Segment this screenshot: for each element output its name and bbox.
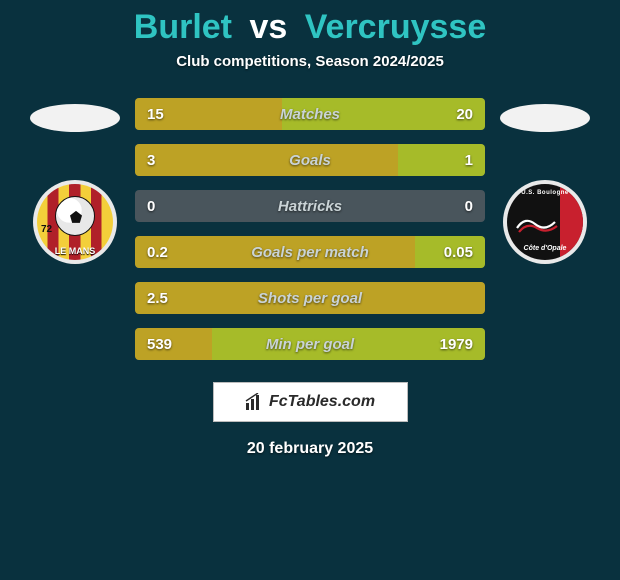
player2-name: Vercruysse	[305, 8, 487, 46]
stat-row: 2.5 Shots per goal	[135, 282, 485, 314]
stat-row: 3 Goals 1	[135, 144, 485, 176]
stat-text: 539 Min per goal 1979	[135, 328, 485, 360]
page-title: Burlet vs Vercruysse	[134, 8, 486, 47]
stat-right-value: 0.05	[444, 244, 473, 261]
stat-left-value: 2.5	[147, 290, 168, 307]
club-badge-right: U.S. Boulogne Côte d'Opale	[503, 180, 587, 264]
stat-row: 539 Min per goal 1979	[135, 328, 485, 360]
lemans-number: 72	[41, 224, 52, 235]
main-row: 72 LE MANS 15Matches203Goals10Hattricks0…	[0, 98, 620, 360]
stat-right-value: 20	[456, 106, 473, 123]
lemans-label: LE MANS	[37, 246, 113, 256]
stat-left-value: 539	[147, 336, 172, 353]
wave-icon	[515, 214, 559, 234]
stat-right-value: 1979	[440, 336, 473, 353]
stat-text: 15 Matches 20	[135, 98, 485, 130]
stat-left-value: 3	[147, 152, 155, 169]
vs-text: vs	[249, 8, 287, 46]
stat-label: Matches	[280, 106, 340, 123]
stat-label: Shots per goal	[258, 290, 362, 307]
stat-label: Goals per match	[251, 244, 369, 261]
player2-silhouette	[500, 104, 590, 132]
fctables-watermark: FcTables.com	[213, 382, 408, 422]
date-text: 20 february 2025	[247, 440, 373, 458]
club-badge-left: 72 LE MANS	[33, 180, 117, 264]
stat-left-value: 0	[147, 198, 155, 215]
stat-text: 0.2 Goals per match 0.05	[135, 236, 485, 268]
left-side: 72 LE MANS	[15, 98, 135, 360]
fctables-text: FcTables.com	[269, 393, 375, 411]
comparison-card: Burlet vs Vercruysse Club competitions, …	[0, 0, 620, 580]
stat-text: 2.5 Shots per goal	[135, 282, 485, 314]
stat-label: Hattricks	[278, 198, 342, 215]
lemans-badge: 72 LE MANS	[37, 184, 113, 260]
stat-right-value: 1	[465, 152, 473, 169]
player1-name: Burlet	[134, 8, 232, 46]
stat-row: 15 Matches 20	[135, 98, 485, 130]
stat-right-value: 0	[465, 198, 473, 215]
stat-text: 0 Hattricks 0	[135, 190, 485, 222]
boulogne-badge: U.S. Boulogne Côte d'Opale	[507, 184, 583, 260]
chart-icon	[245, 393, 263, 411]
boulogne-top-text: U.S. Boulogne	[507, 190, 583, 196]
stat-label: Goals	[289, 152, 331, 169]
stats-column: 15 Matches 20 3 Goals 1 0 Hattricks 0 0.2 Goals pe…	[135, 98, 485, 360]
boulogne-bottom-text: Côte d'Opale	[507, 245, 583, 252]
stat-row: 0.2 Goals per match 0.05	[135, 236, 485, 268]
soccer-ball-icon	[55, 196, 95, 236]
player1-silhouette	[30, 104, 120, 132]
stat-row: 0 Hattricks 0	[135, 190, 485, 222]
stat-label: Min per goal	[266, 336, 354, 353]
stat-left-value: 0.2	[147, 244, 168, 261]
stat-left-value: 15	[147, 106, 164, 123]
stat-text: 3 Goals 1	[135, 144, 485, 176]
subtitle: Club competitions, Season 2024/2025	[176, 53, 444, 70]
right-side: U.S. Boulogne Côte d'Opale	[485, 98, 605, 360]
